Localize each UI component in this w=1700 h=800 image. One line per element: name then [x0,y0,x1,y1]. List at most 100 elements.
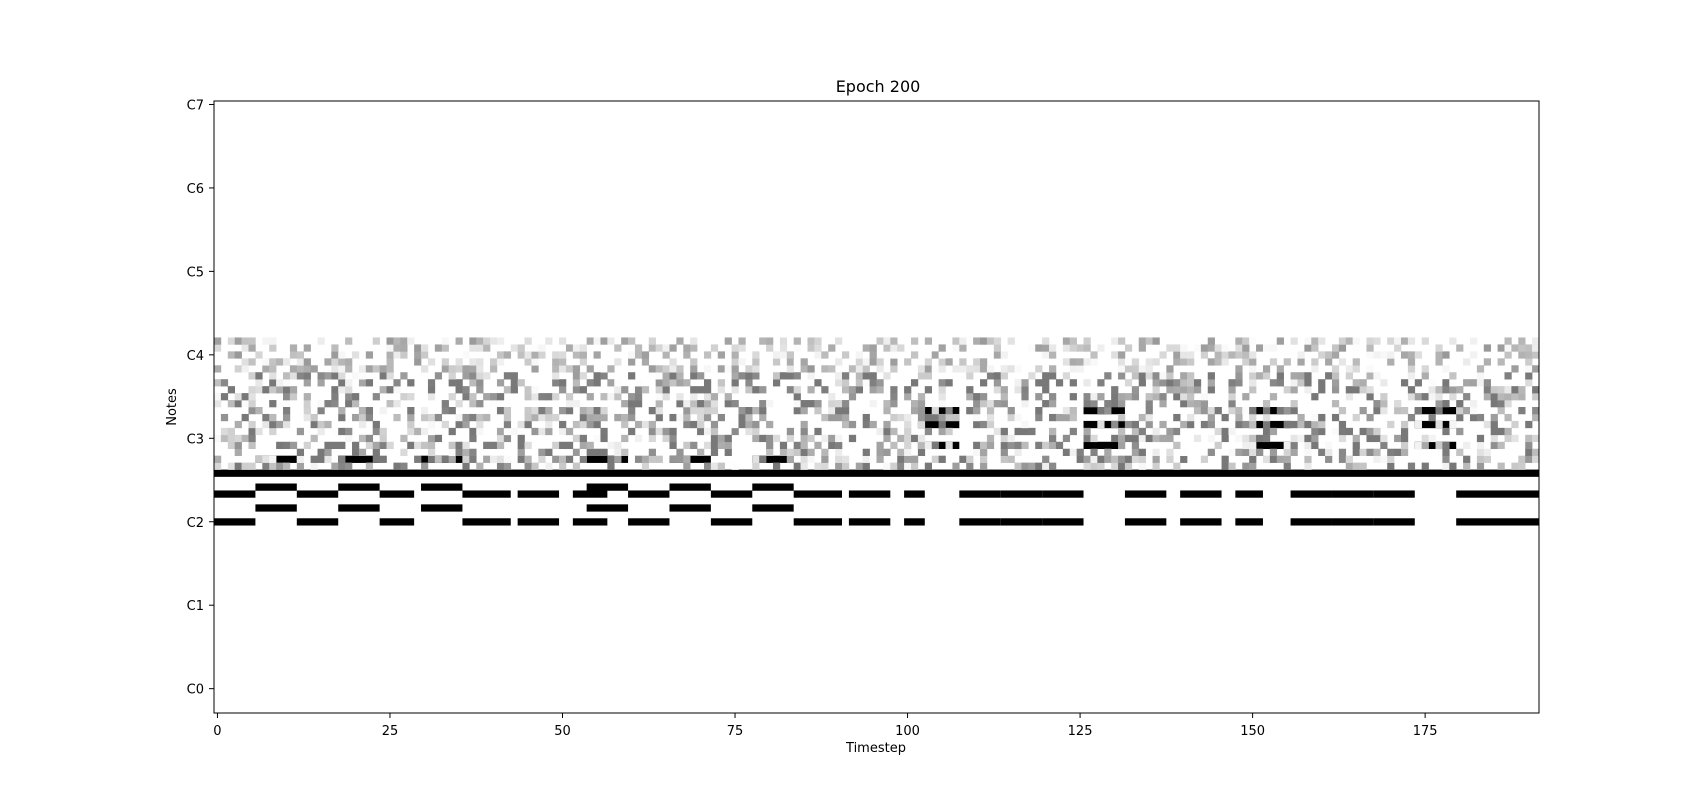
prob-cell [1035,407,1043,415]
prob-cell [1304,337,1312,345]
prob-cell [1256,372,1264,380]
prob-cell [1504,413,1512,422]
note-cell [214,490,256,498]
prob-cell [517,351,525,359]
prob-cell [1042,351,1050,359]
prob-cell [365,407,374,415]
prob-cell [1435,351,1443,359]
prob-cell [986,407,995,415]
prob-cell [634,379,643,387]
prob-cell [372,420,380,429]
prob-cell [427,448,436,456]
prob-cell [676,448,684,456]
prob-cell [1028,372,1036,380]
prob-cell [1518,386,1526,394]
prob-cell [1193,407,1202,415]
prob-cell [1338,407,1347,415]
note-cell [752,504,794,512]
prob-cell [1000,434,1008,443]
prob-cell [835,372,843,380]
prob-cell [434,434,443,443]
prob-cell [1131,358,1140,366]
prob-cell [448,379,456,387]
prob-cell [924,441,933,450]
prob-cell [1311,344,1319,352]
prob-cell [952,462,960,470]
prob-cell [1152,462,1160,470]
prob-cell [1249,365,1257,373]
prob-cell [386,358,394,366]
prob-cell [1359,407,1367,415]
prob-cell [365,462,374,470]
prob-cell [697,407,705,415]
prob-cell [648,448,656,456]
prob-cell [614,386,622,394]
prob-cell [759,455,767,463]
prob-cell [503,407,512,415]
prob-cell [1511,365,1519,373]
prob-cell [303,413,311,422]
prob-cell [469,379,477,387]
prob-cell [1200,400,1209,408]
prob-cell [628,407,636,415]
prob-cell [407,393,415,401]
note-cell [628,490,670,498]
prob-cell [869,455,877,463]
prob-cell [1380,434,1388,443]
prob-cell [945,427,953,436]
prob-cell [1311,441,1319,450]
prob-cell [1325,441,1333,450]
prob-cell [1145,434,1153,443]
prob-cell [614,455,622,463]
prob-cell [793,372,801,380]
prob-cell [283,413,291,422]
prob-cell [1511,344,1519,352]
prob-cell [414,358,422,366]
prob-cell [883,337,891,345]
prob-cell [1042,337,1050,345]
prob-cell [648,427,656,436]
prob-cell [752,351,760,359]
prob-cell [421,407,429,415]
prob-cell [1518,393,1526,401]
prob-cell [1221,413,1229,422]
prob-cell [469,448,477,456]
note-cell [793,490,842,498]
prob-cell [1083,427,1091,436]
prob-cell [469,455,477,463]
prob-cell [400,337,408,345]
prob-cell [1021,379,1029,387]
prob-cell [945,407,953,415]
prob-cell [545,337,553,345]
prob-cell [414,351,422,359]
prob-cell [807,365,815,373]
prob-cell [1055,413,1064,422]
prob-cell [1352,379,1360,387]
prob-cell [248,358,256,366]
prob-cell [1345,427,1353,436]
prob-cell [1166,427,1174,436]
prob-cell [628,393,636,401]
prob-cell [469,344,477,352]
prob-cell [1069,393,1077,401]
prob-cell [476,337,484,345]
prob-cell [317,455,325,463]
prob-cell [352,351,360,359]
prob-cell [490,400,498,408]
prob-cell [959,337,967,345]
prob-cell [1152,379,1160,387]
note-cell [255,483,297,491]
prob-cell [1249,413,1257,422]
prob-cell [807,448,815,456]
prob-cell [317,372,325,380]
prob-cell [1249,434,1257,443]
prob-cell [1442,400,1450,408]
prob-cell [365,413,374,422]
prob-cell [234,393,242,401]
prob-cell [1187,420,1195,429]
prob-cell [1297,358,1305,366]
prob-cell [669,379,677,387]
prob-cell [862,462,870,470]
prob-cell [1428,393,1436,401]
prob-cell [517,420,525,429]
